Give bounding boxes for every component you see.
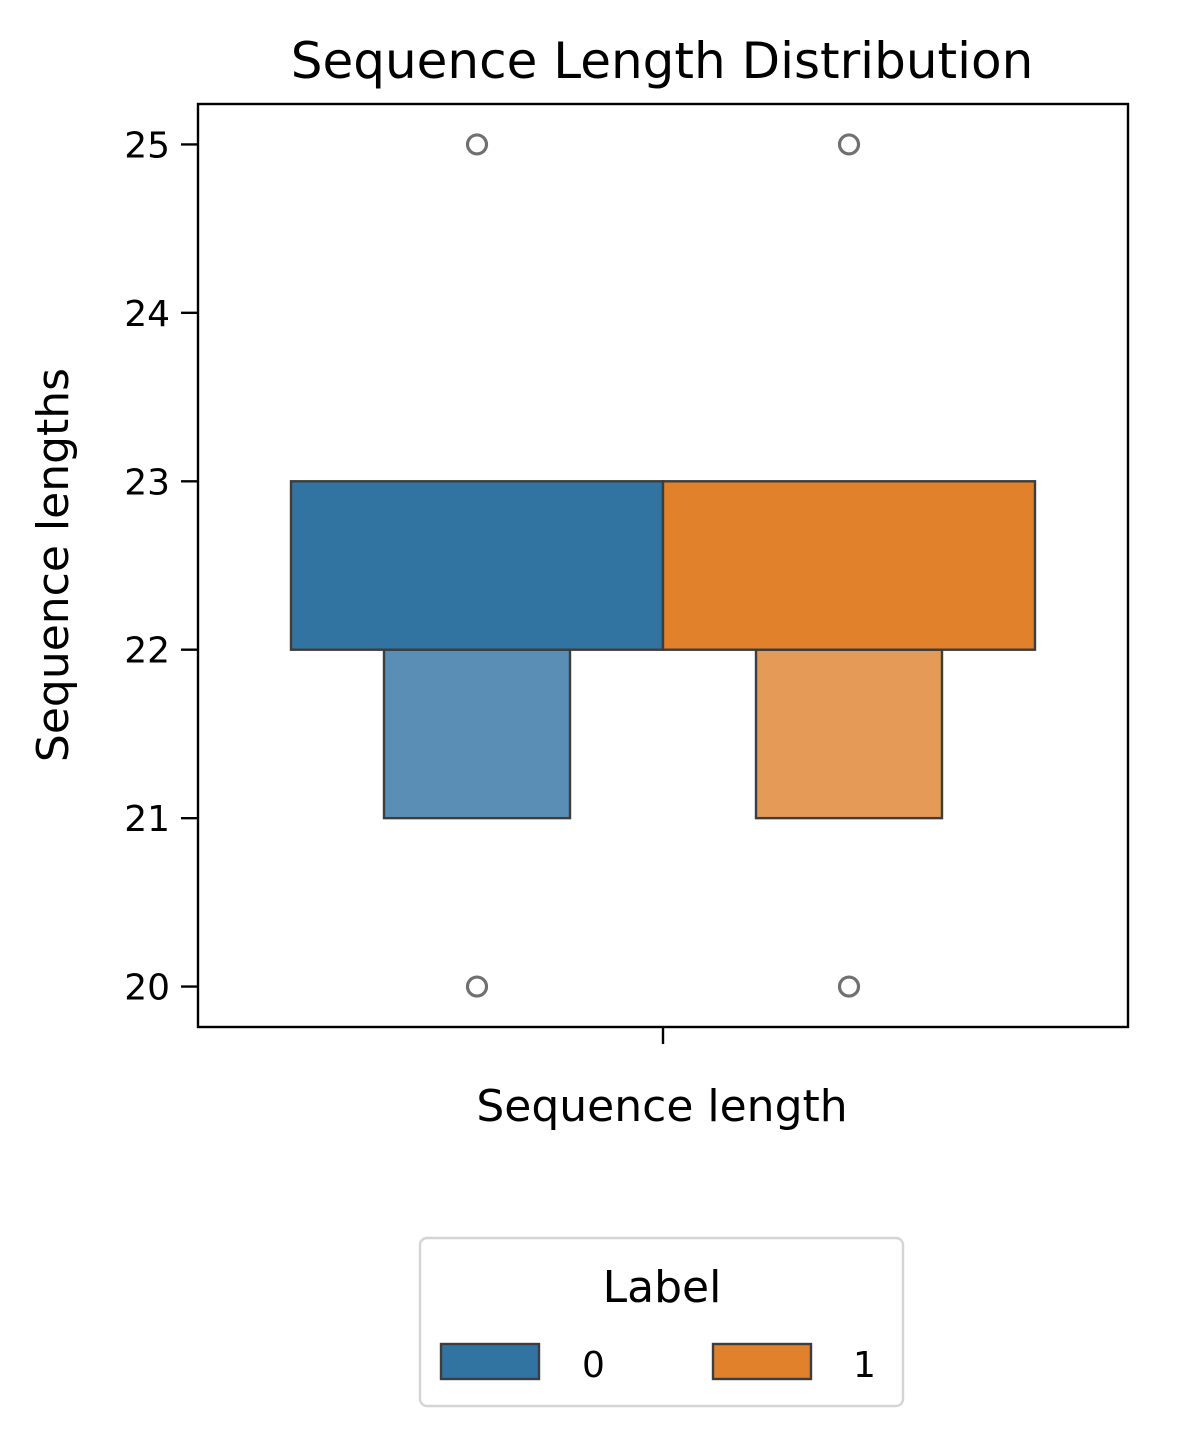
boxen-box-label-1-level-1 [661, 480, 1037, 651]
legend: Label 0 1 [418, 1236, 905, 1408]
chart-title: Sequence Length Distribution [291, 32, 1034, 90]
boxen-box-label-1-level-2 [754, 648, 944, 820]
legend-swatch-0 [439, 1342, 541, 1381]
x-axis-label: Sequence length [476, 1081, 847, 1132]
y-tick-label: 21 [124, 799, 170, 840]
y-tick-label: 20 [124, 968, 170, 1009]
y-tick-label: 25 [124, 125, 170, 166]
outlier-point-label-0 [465, 975, 489, 998]
boxen-box-label-0-level-1 [289, 480, 665, 651]
outlier-point-label-1 [837, 975, 861, 998]
plot-marks [289, 133, 1037, 998]
legend-title: Label [603, 1262, 722, 1313]
outlier-point-label-0 [465, 133, 489, 156]
y-tick-label: 23 [124, 462, 170, 503]
y-tick-label: 24 [124, 294, 170, 335]
y-axis-label: Sequence lengths [28, 368, 79, 762]
y-tick-label: 22 [124, 631, 170, 672]
y-axis: 20 21 22 23 24 25 [124, 125, 198, 1009]
legend-label-0: 0 [582, 1345, 605, 1386]
legend-label-1: 1 [853, 1345, 876, 1386]
outlier-point-label-1 [837, 133, 861, 156]
boxen-box-label-0-level-2 [382, 648, 572, 820]
legend-swatch-1 [711, 1342, 813, 1381]
